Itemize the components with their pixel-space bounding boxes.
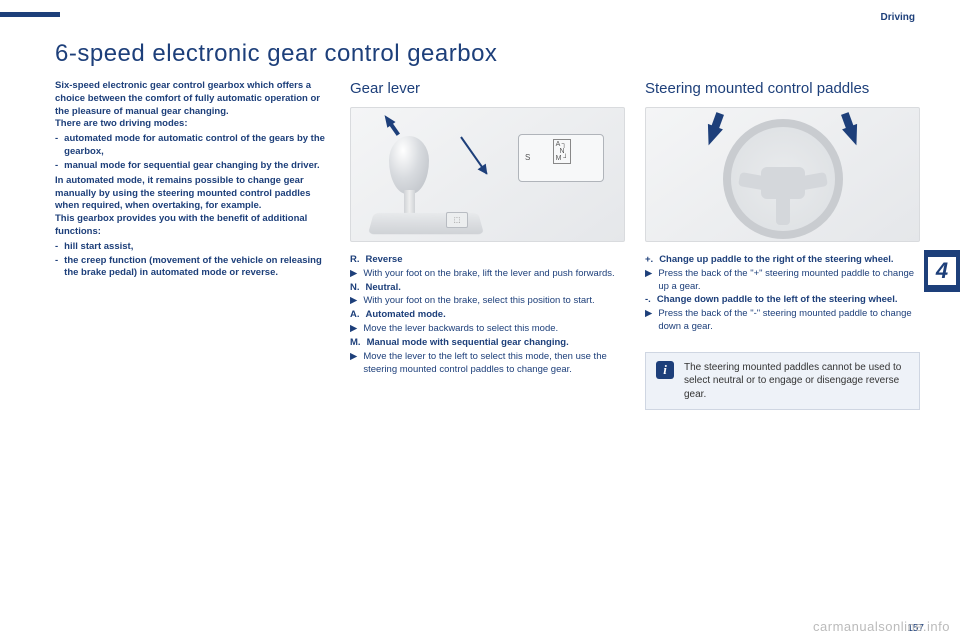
step-r: With your foot on the brake, lift the le… — [363, 268, 614, 281]
wheel-spoke-icon — [776, 195, 790, 225]
gear-lever-illustration: S A ┐ NM ┘ ⬚ — [350, 107, 625, 242]
step-arrow-icon: ▶ — [350, 295, 357, 308]
gear-button-icon: ⬚ — [446, 212, 468, 228]
title-a: Automated mode. — [366, 309, 446, 322]
intro-mode-0: automated mode for automatic control of … — [64, 133, 330, 159]
label-m: M. — [350, 337, 361, 350]
label-n: N. — [350, 282, 360, 295]
intro-func-1: the creep function (movement of the vehi… — [64, 255, 330, 281]
chapter-tab: 4 — [924, 250, 960, 292]
info-text: The steering mounted paddles cannot be u… — [684, 361, 909, 402]
step-a: Move the lever backwards to select this … — [363, 323, 558, 336]
label-minus: -. — [645, 294, 651, 307]
gear-s-label: S — [525, 153, 530, 162]
title-plus: Change up paddle to the right of the ste… — [659, 254, 893, 267]
paddles-column: Steering mounted control paddles +. Chang… — [645, 80, 920, 410]
steering-wheel-illustration — [645, 107, 920, 242]
step-n: With your foot on the brake, select this… — [363, 295, 594, 308]
info-icon: i — [656, 361, 674, 379]
step-arrow-icon: ▶ — [645, 308, 652, 334]
arrow-icon — [460, 136, 487, 174]
step-arrow-icon: ▶ — [645, 268, 652, 294]
intro-column: Six-speed electronic gear control gearbo… — [55, 80, 330, 410]
intro-func-0: hill start assist, — [64, 241, 133, 254]
title-n: Neutral. — [366, 282, 401, 295]
step-arrow-icon: ▶ — [350, 323, 357, 336]
label-a: A. — [350, 309, 360, 322]
step-arrow-icon: ▶ — [350, 268, 357, 281]
wheel-hub-icon — [761, 167, 805, 199]
label-plus: +. — [645, 254, 653, 267]
info-box: i The steering mounted paddles cannot be… — [645, 352, 920, 411]
bullet-dash: - — [55, 255, 58, 281]
gear-gate-icon: A ┐ NM ┘ — [553, 139, 572, 164]
step-m: Move the lever to the left to select thi… — [363, 351, 625, 377]
intro-p3: In automated mode, it remains possible t… — [55, 175, 330, 213]
step-minus: Press the back of the "-" steering mount… — [658, 308, 920, 334]
steering-wheel-icon — [723, 119, 843, 239]
arrow-down-icon — [842, 124, 864, 148]
section-label: Driving — [881, 12, 915, 23]
intro-p2: There are two driving modes: — [55, 118, 330, 131]
intro-p4: This gearbox provides you with the benef… — [55, 213, 330, 239]
title-minus: Change down paddle to the left of the st… — [657, 294, 898, 307]
chapter-number: 4 — [928, 257, 956, 285]
intro-p1: Six-speed electronic gear control gearbo… — [55, 80, 330, 118]
step-plus: Press the back of the "+" steering mount… — [658, 268, 920, 294]
page-content: 6-speed electronic gear control gearbox … — [55, 40, 920, 620]
title-m: Manual mode with sequential gear changin… — [367, 337, 569, 350]
paddles-heading: Steering mounted control paddles — [645, 80, 920, 97]
gear-lever-heading: Gear lever — [350, 80, 625, 97]
bullet-dash: - — [55, 160, 58, 173]
intro-mode-1: manual mode for sequential gear changing… — [64, 160, 320, 173]
arrow-down-icon — [701, 124, 723, 148]
gear-knob-icon — [389, 136, 429, 194]
arrow-icon — [380, 112, 395, 128]
gear-lever-column: Gear lever S A ┐ NM ┘ ⬚ R. Reverse ▶ With … — [350, 80, 625, 410]
step-arrow-icon: ▶ — [350, 351, 357, 377]
gear-gate-panel: S A ┐ NM ┘ — [518, 134, 604, 182]
page-title: 6-speed electronic gear control gearbox — [55, 40, 920, 68]
watermark: carmanualsonline.info — [813, 619, 950, 634]
bullet-dash: - — [55, 133, 58, 159]
title-r: Reverse — [366, 254, 403, 267]
top-accent-bar — [0, 12, 60, 17]
label-r: R. — [350, 254, 360, 267]
bullet-dash: - — [55, 241, 58, 254]
